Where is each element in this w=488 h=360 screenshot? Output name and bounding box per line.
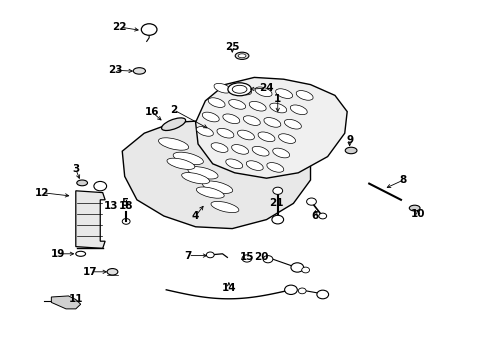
Ellipse shape	[275, 89, 292, 98]
Ellipse shape	[234, 85, 251, 95]
Ellipse shape	[284, 120, 301, 129]
Ellipse shape	[252, 147, 268, 156]
Ellipse shape	[187, 167, 218, 179]
Circle shape	[94, 181, 106, 191]
Text: 9: 9	[346, 135, 352, 145]
Ellipse shape	[235, 52, 248, 59]
Text: 20: 20	[254, 252, 268, 262]
Ellipse shape	[208, 98, 224, 107]
Circle shape	[284, 285, 297, 294]
Ellipse shape	[161, 118, 185, 131]
Ellipse shape	[269, 103, 286, 113]
Circle shape	[298, 288, 305, 294]
Text: 2: 2	[170, 105, 177, 115]
Polygon shape	[195, 77, 346, 178]
Text: 21: 21	[268, 198, 283, 208]
Ellipse shape	[202, 112, 219, 122]
Polygon shape	[122, 121, 310, 229]
Polygon shape	[51, 296, 81, 309]
Circle shape	[122, 219, 130, 224]
Text: 23: 23	[107, 65, 122, 75]
Circle shape	[272, 187, 282, 194]
Text: 10: 10	[410, 209, 425, 219]
Text: 4: 4	[191, 211, 199, 221]
Circle shape	[318, 213, 326, 219]
Ellipse shape	[173, 152, 203, 165]
Ellipse shape	[249, 102, 265, 111]
Circle shape	[242, 255, 251, 262]
Ellipse shape	[223, 114, 239, 123]
Ellipse shape	[77, 180, 87, 186]
Ellipse shape	[272, 148, 289, 158]
Ellipse shape	[278, 134, 295, 143]
Circle shape	[206, 252, 214, 258]
Text: 19: 19	[50, 249, 65, 259]
Ellipse shape	[258, 132, 274, 141]
Text: 24: 24	[259, 83, 273, 93]
Circle shape	[301, 267, 309, 273]
Text: 5: 5	[121, 198, 128, 208]
Text: 12: 12	[34, 188, 49, 198]
Text: 13: 13	[104, 201, 119, 211]
Text: 7: 7	[184, 251, 192, 261]
Ellipse shape	[166, 158, 195, 170]
Ellipse shape	[232, 85, 246, 93]
Ellipse shape	[196, 187, 224, 198]
Ellipse shape	[290, 105, 306, 114]
Ellipse shape	[76, 251, 85, 256]
Text: 6: 6	[311, 211, 318, 221]
Ellipse shape	[181, 172, 209, 184]
Ellipse shape	[246, 161, 263, 170]
Ellipse shape	[243, 116, 260, 125]
Ellipse shape	[133, 68, 145, 74]
Ellipse shape	[210, 201, 239, 213]
Ellipse shape	[345, 147, 356, 154]
Ellipse shape	[264, 118, 280, 127]
Ellipse shape	[266, 163, 283, 172]
Text: 15: 15	[239, 252, 254, 262]
Ellipse shape	[238, 54, 245, 58]
Text: 22: 22	[112, 22, 127, 32]
Text: 18: 18	[119, 201, 133, 211]
Ellipse shape	[196, 127, 213, 136]
Text: 11: 11	[68, 294, 83, 304]
Text: 1: 1	[274, 94, 281, 104]
Ellipse shape	[214, 84, 230, 93]
Circle shape	[306, 198, 316, 205]
Ellipse shape	[296, 91, 312, 100]
Ellipse shape	[211, 143, 227, 152]
Text: 3: 3	[72, 164, 79, 174]
Circle shape	[271, 215, 283, 224]
Ellipse shape	[237, 130, 254, 140]
Ellipse shape	[217, 129, 233, 138]
Text: 17: 17	[83, 267, 98, 277]
Ellipse shape	[408, 205, 419, 211]
Polygon shape	[76, 191, 105, 248]
Ellipse shape	[107, 269, 118, 275]
Ellipse shape	[231, 145, 248, 154]
Text: 16: 16	[144, 107, 159, 117]
Circle shape	[316, 290, 328, 299]
Text: 25: 25	[224, 42, 239, 52]
Ellipse shape	[202, 181, 232, 193]
Ellipse shape	[228, 100, 245, 109]
Ellipse shape	[158, 138, 188, 150]
Ellipse shape	[225, 159, 242, 168]
Circle shape	[141, 24, 157, 35]
Text: 14: 14	[221, 283, 236, 293]
Circle shape	[290, 263, 303, 272]
Ellipse shape	[255, 87, 271, 96]
Circle shape	[263, 256, 272, 263]
Text: 8: 8	[399, 175, 406, 185]
Ellipse shape	[227, 83, 251, 96]
